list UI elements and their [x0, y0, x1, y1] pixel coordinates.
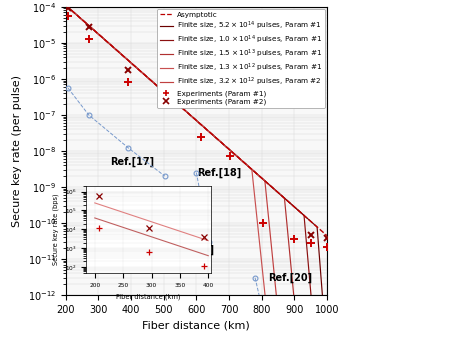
Legend: Asymptotic, Finite size, $5.2\times10^{14}$ pulses, Param #1, Finite size, $1.0\: Asymptotic, Finite size, $5.2\times10^{1… [157, 9, 325, 108]
X-axis label: Fiber distance (km): Fiber distance (km) [143, 320, 250, 330]
Y-axis label: Secure key rate (per pulse): Secure key rate (per pulse) [12, 75, 22, 227]
Text: Ref.[18]: Ref.[18] [197, 168, 242, 178]
X-axis label: Fiber distance (km): Fiber distance (km) [116, 293, 181, 300]
Text: Ref.[17]: Ref.[17] [110, 157, 154, 167]
Y-axis label: Secure key rate (bps): Secure key rate (bps) [53, 193, 59, 265]
Text: Ref.[20]: Ref.[20] [268, 273, 312, 283]
Text: Ref.[19]: Ref.[19] [170, 244, 214, 255]
